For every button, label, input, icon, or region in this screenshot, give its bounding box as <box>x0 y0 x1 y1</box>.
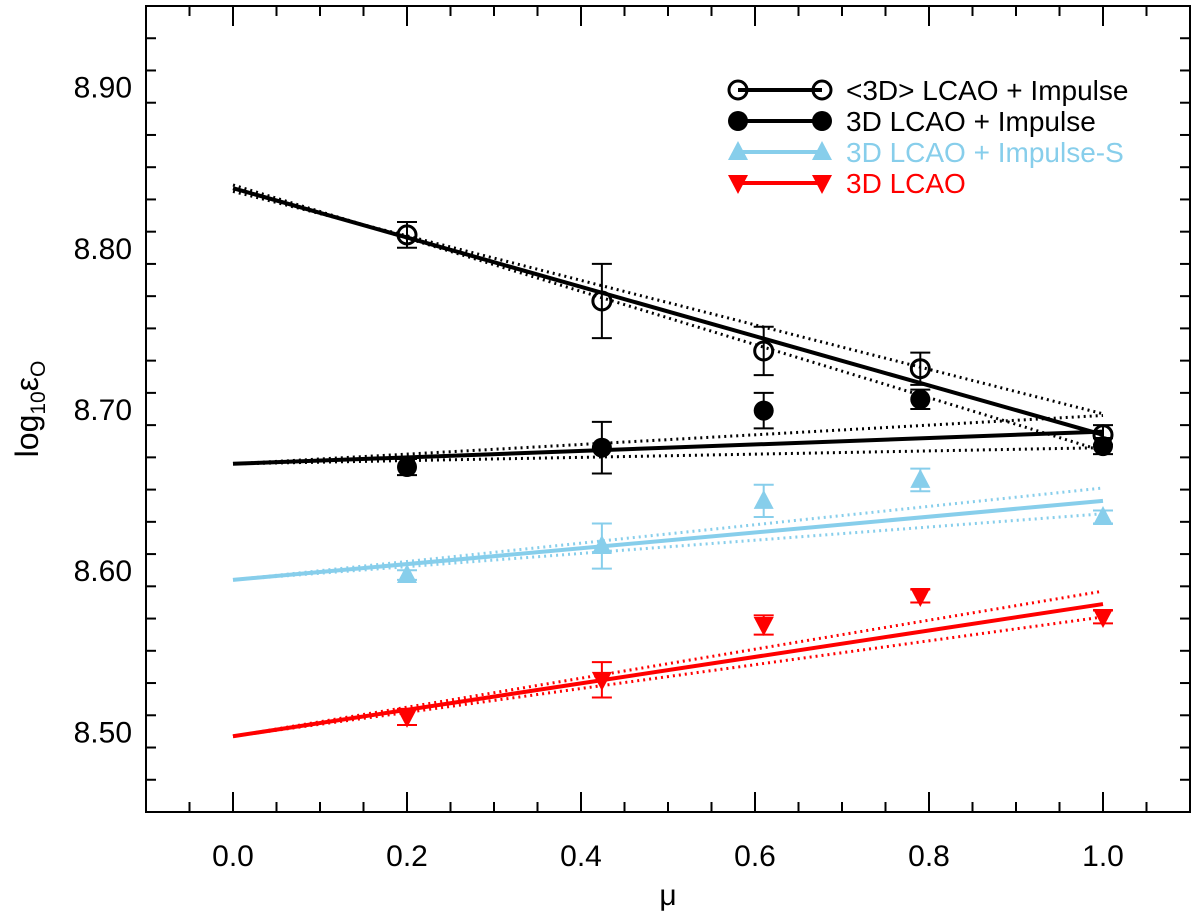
series-3-point-1 <box>397 564 417 584</box>
series-3-fit-line <box>232 498 1104 582</box>
x-tick-label: 0.4 <box>560 840 602 873</box>
y-tick-label: 8.90 <box>74 72 132 105</box>
fit-lines <box>232 183 1104 739</box>
y-tick-label: 8.50 <box>74 716 132 749</box>
legend-marker-end-1 <box>811 79 833 101</box>
x-axis-label: μ <box>659 879 676 912</box>
series-3-point-3 <box>753 489 774 509</box>
legend-marker-end-2 <box>812 111 832 131</box>
series-3-fit-band-1 <box>232 486 1104 582</box>
legend-marker-end-4 <box>812 175 832 194</box>
series-2-point-2 <box>591 437 612 458</box>
series-4-point-1 <box>397 708 417 728</box>
legend-marker-start-2 <box>728 111 748 131</box>
x-tick-label: 1.0 <box>1082 840 1124 873</box>
y-tick-label: 8.70 <box>74 394 132 427</box>
legend-label-4: 3D LCAO <box>846 168 966 199</box>
legend-marker-start-4 <box>728 175 748 194</box>
series-2-point-3 <box>753 400 774 421</box>
series-1-point-1 <box>396 224 418 246</box>
legend-marker-start-3 <box>728 141 748 160</box>
series-3-point-5 <box>1093 506 1113 526</box>
series-4-point-5 <box>1093 608 1113 628</box>
legend-label-1: <3D> LCAO + Impulse <box>846 75 1128 106</box>
series-2-fit-line <box>232 429 1104 466</box>
legend-marker-start-1 <box>727 79 749 101</box>
y-axis-label-sub1: 10 <box>27 391 50 414</box>
series-4-point-2 <box>591 671 612 691</box>
data-points <box>396 221 1114 728</box>
y-axis-label-sub2: O <box>27 361 50 377</box>
series-3-point-2 <box>591 535 612 555</box>
x-tick-label: 0.2 <box>386 840 428 873</box>
series-1-point-4 <box>909 358 931 380</box>
x-tick-label: 0.8 <box>908 840 950 873</box>
series-2-point-5 <box>1093 436 1113 457</box>
series-1-fit-line <box>232 186 1104 437</box>
series-3-fit-band-2 <box>232 512 1104 582</box>
series-4-fit-band-2 <box>232 615 1104 738</box>
series-1-point-3 <box>753 340 775 362</box>
series-2-fit-band-1 <box>232 413 1104 466</box>
y-tick-label: 8.80 <box>74 233 132 266</box>
legend-label-3: 3D LCAO + Impulse-S <box>846 137 1124 168</box>
y-axis-label: log10εO <box>9 361 50 458</box>
series-4-point-4 <box>910 587 931 607</box>
series-2-point-4 <box>910 389 931 410</box>
x-tick-label: 0.0 <box>212 840 254 873</box>
series-3-point-4 <box>910 468 931 488</box>
y-tick-label: 8.60 <box>74 555 132 588</box>
y-axis-label-base: log <box>9 415 45 458</box>
series-4-point-3 <box>753 617 774 637</box>
series-1-point-2 <box>591 290 613 312</box>
axes: 0.0 0.2 0.4 0.6 0.8 1.0 8.50 8.60 8.70 8.80 8.90 <box>74 5 1191 873</box>
series-2-point-1 <box>397 457 417 478</box>
legend-label-2: 3D LCAO + Impulse <box>846 106 1096 137</box>
series-4-fit-line <box>232 602 1104 739</box>
y-axis-label-mid: ε <box>9 377 45 391</box>
series-2-fit-band-2 <box>232 446 1104 466</box>
legend-marker-end-3 <box>812 141 832 160</box>
x-tick-label: 0.6 <box>734 840 776 873</box>
